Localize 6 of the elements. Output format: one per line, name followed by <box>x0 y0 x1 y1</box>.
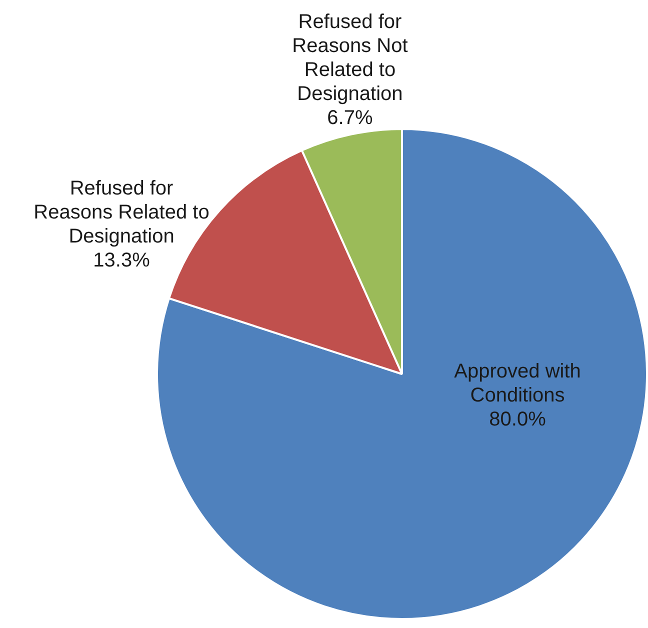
slice-label: Approved with Conditions <box>454 360 581 407</box>
data-label: 13.3% <box>93 249 150 272</box>
slice-label: Refused for Reasons Not Related to Designation <box>292 11 408 106</box>
data-label: 80.0% <box>489 408 546 431</box>
data-label: 6.7% <box>327 107 373 130</box>
slice-label: Refused for Reasons Related to Designation <box>34 177 210 248</box>
